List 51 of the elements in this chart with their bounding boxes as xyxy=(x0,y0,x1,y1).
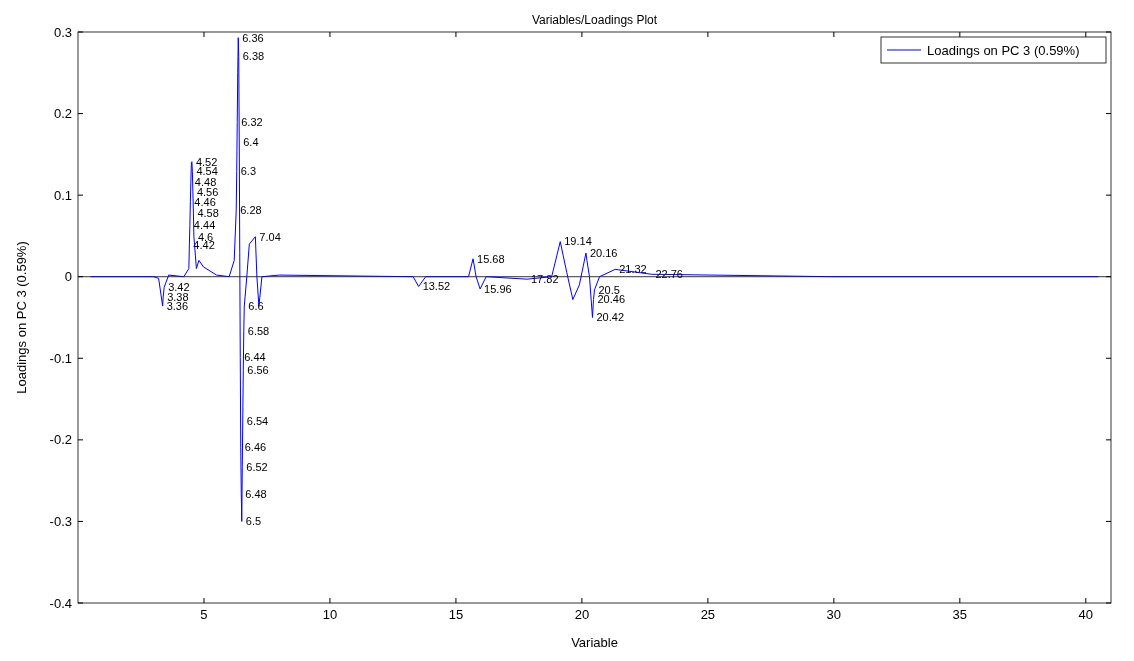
x-tick-label: 40 xyxy=(1078,607,1094,622)
x-tick-label: 15 xyxy=(448,607,464,622)
x-axis-title: Variable xyxy=(571,635,618,650)
annotation: 6.28 xyxy=(240,203,262,216)
annotation: 6.52 xyxy=(246,460,268,473)
y-axis-title: Loadings on PC 3 (0.59%) xyxy=(14,241,29,394)
y-tick-label: -0.1 xyxy=(49,350,72,366)
y-tick-label: -0.4 xyxy=(49,595,72,611)
annotation: 13.52 xyxy=(422,280,451,293)
annotation: 4.44 xyxy=(193,219,216,232)
y-tick-label: 0.1 xyxy=(53,187,72,203)
x-tick-label: 25 xyxy=(700,607,716,622)
x-tick-label: 35 xyxy=(952,607,968,622)
annotation: 4.48 xyxy=(194,175,217,188)
x-tick-label: 30 xyxy=(826,607,842,622)
legend-label: Loadings on PC 3 (0.59%) xyxy=(927,42,1080,58)
annotation: 6.36 xyxy=(242,31,264,44)
annotation: 6.54 xyxy=(246,414,269,427)
chart-title: Variables/Loadings Plot xyxy=(531,13,658,27)
annotation: 4.52 xyxy=(195,155,218,168)
y-tick-label: -0.2 xyxy=(49,432,72,448)
annotation: 6.3 xyxy=(240,165,257,178)
annotation: 6.46 xyxy=(244,441,267,454)
annotation: 7.04 xyxy=(259,230,281,243)
annotation: 6.48 xyxy=(245,487,267,500)
annotation: 20.16 xyxy=(589,246,618,259)
annotation: 15.96 xyxy=(484,282,512,295)
annotation: 6.38 xyxy=(242,50,265,63)
annotation: 6.5 xyxy=(245,515,262,528)
y-tick-label: 0.3 xyxy=(53,24,72,40)
annotation: 20.42 xyxy=(596,311,625,324)
annotation: 15.68 xyxy=(477,252,505,265)
x-tick-label: 5 xyxy=(200,607,208,622)
y-tick-label: 0.2 xyxy=(53,106,72,122)
annotation: 4.46 xyxy=(194,195,216,208)
annotation: 6.6 xyxy=(248,299,264,312)
annotation: 20.46 xyxy=(597,293,626,306)
annotation: 19.14 xyxy=(564,235,592,248)
x-tick-label: 20 xyxy=(574,607,590,622)
y-tick-label: 0 xyxy=(64,269,72,285)
annotation: 4.56 xyxy=(196,185,219,198)
annotation: 6.4 xyxy=(243,135,259,148)
annotation: 6.58 xyxy=(247,325,270,338)
y-tick-label: -0.3 xyxy=(49,513,72,529)
annotation: 6.32 xyxy=(241,116,263,129)
annotation: 6.44 xyxy=(244,351,266,364)
annotation: 4.58 xyxy=(197,206,219,219)
x-tick-label: 10 xyxy=(322,607,338,622)
annotation: 4.54 xyxy=(196,165,218,178)
annotation: 20.5 xyxy=(598,283,620,296)
annotation: 6.56 xyxy=(247,364,269,377)
